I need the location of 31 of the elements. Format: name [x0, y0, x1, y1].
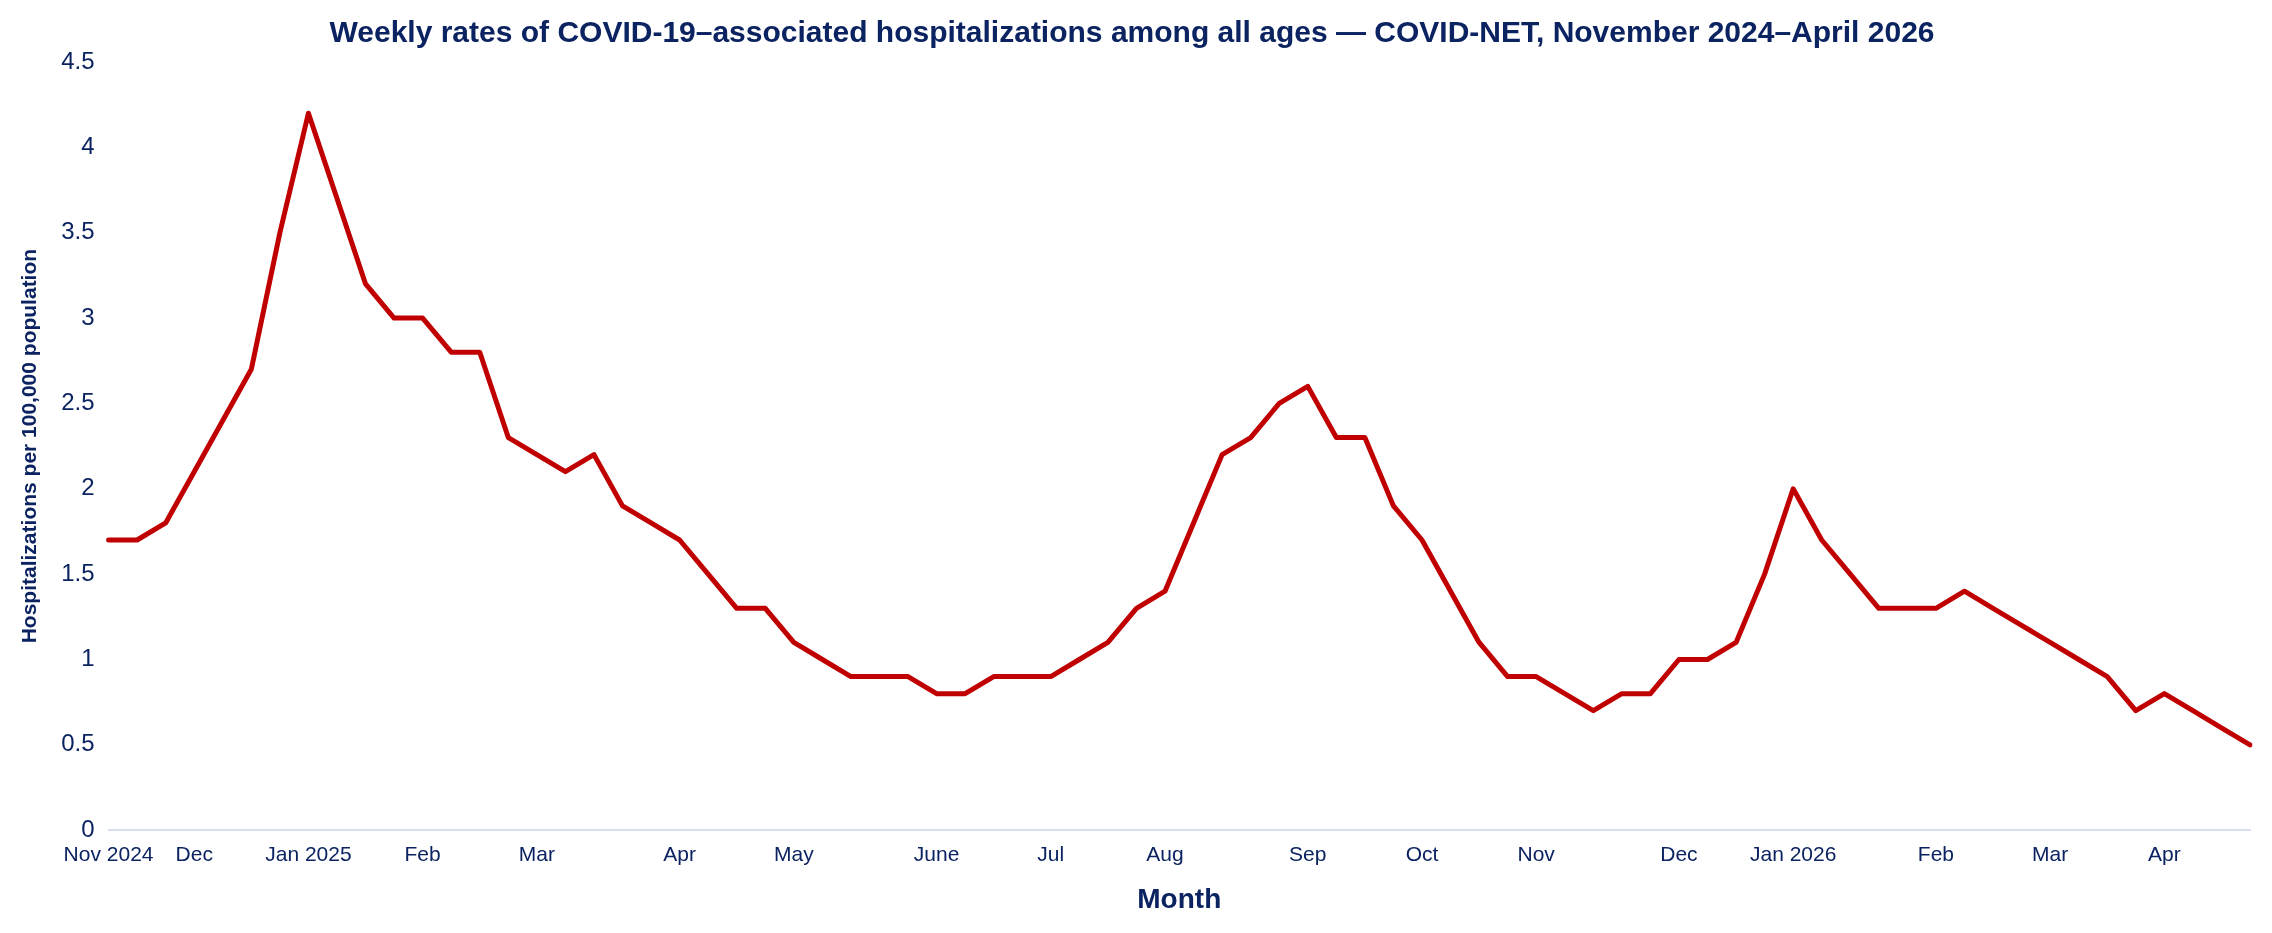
chart-title: Weekly rates of COVID-19–associated hospitalizations among all ages — COVID-NET, November 2024–April 2026	[329, 15, 1935, 49]
x-tick-label: Mar	[2032, 841, 2069, 865]
y-tick-label: 2.5	[61, 388, 95, 416]
x-tick-label: Nov	[1517, 841, 1556, 865]
x-tick-label: Dec	[175, 841, 213, 865]
y-tick-label: 3	[81, 302, 95, 330]
x-tick-label: Feb	[404, 841, 441, 865]
y-tick-label: 0.5	[61, 729, 95, 757]
y-tick-label: 1	[81, 644, 95, 672]
y-tick-label: 0	[81, 814, 95, 842]
x-tick-label: Oct	[1405, 841, 1439, 865]
x-tick-label: Apr	[663, 841, 696, 865]
y-tick-label: 1.5	[61, 558, 95, 586]
x-tick-label: May	[773, 841, 815, 865]
x-tick-label: Dec	[1660, 841, 1698, 865]
x-tick-label: Apr	[2148, 841, 2181, 865]
y-tick-label: 2	[81, 473, 95, 501]
x-tick-label: Jan 2025	[265, 841, 352, 865]
x-tick-label: Jan 2026	[1749, 841, 1837, 865]
x-tick-label: Feb	[1917, 841, 1955, 865]
x-tick-label: Jul	[1037, 841, 1065, 865]
x-tick-label: June	[913, 841, 960, 865]
x-tick-label: Sep	[1289, 841, 1327, 865]
x-tick-label: Aug	[1146, 841, 1184, 865]
y-tick-label: 4	[81, 131, 95, 159]
y-tick-label: 4.5	[61, 46, 95, 74]
x-tick-label: Nov 2024	[63, 841, 154, 865]
x-tick-label: Mar	[518, 841, 555, 865]
y-tick-label: 3.5	[61, 217, 95, 245]
y-axis-title: Hospitalizations per 100,000 population	[17, 248, 41, 644]
x-axis-title: Month	[1137, 882, 1222, 914]
